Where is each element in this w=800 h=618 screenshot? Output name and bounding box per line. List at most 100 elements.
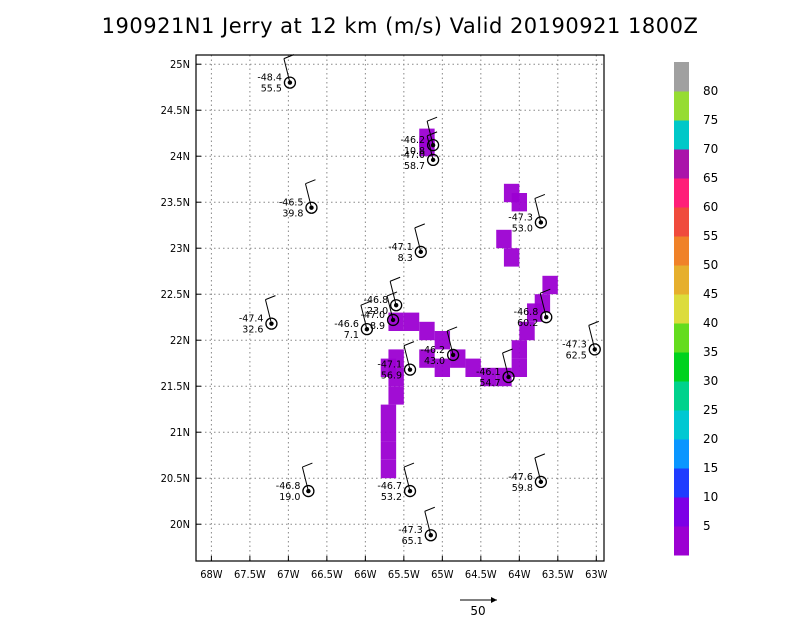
- colorbar-label: 10: [703, 490, 718, 504]
- wind-barb-flag: [588, 320, 599, 326]
- station-marker: [390, 299, 403, 312]
- station-temperature: -46.1: [476, 367, 501, 378]
- wind-swath-cell: [388, 349, 404, 368]
- x-tick-label: 66W: [354, 568, 377, 581]
- station-marker: [403, 363, 417, 376]
- y-tick-label: 21.5N: [161, 380, 190, 393]
- colorbar-segment: [674, 149, 689, 179]
- colorbar-label: 5: [703, 519, 711, 533]
- y-tick-label: 23N: [170, 242, 190, 255]
- wind-barb-flag: [403, 341, 415, 347]
- dropsonde-station: -48.455.5: [257, 54, 297, 95]
- wind-swath-cell: [388, 386, 404, 405]
- colorbar-segment: [674, 323, 689, 353]
- station-wind-speed: 54.7: [479, 378, 500, 389]
- colorbar-label: 30: [703, 374, 718, 388]
- wind-swath-cell: [496, 229, 512, 249]
- y-tick-label: 25N: [170, 58, 190, 71]
- wind-barb-flag: [426, 131, 438, 137]
- wind-barb-flag: [534, 453, 546, 459]
- wind-swath-cell: [419, 321, 435, 341]
- station-marker: [502, 370, 515, 384]
- station-marker-center: [407, 488, 413, 494]
- dropsonde-station: -47.18.3: [388, 223, 427, 264]
- wind-swath-cell: [380, 441, 397, 460]
- colorbar-label: 80: [703, 84, 718, 98]
- station-marker-center: [592, 347, 597, 352]
- wind-swath-cell: [419, 128, 435, 147]
- station-temperature: -47.1: [377, 360, 402, 371]
- wind-barb-staff: [588, 325, 596, 350]
- dropsonde-station: -47.659.8: [508, 453, 548, 494]
- x-tick-label: 63.5W: [542, 568, 574, 581]
- station-marker-center: [544, 315, 549, 320]
- station-wind-speed: 43.0: [424, 356, 445, 367]
- station-marker-center: [390, 317, 396, 323]
- station-temperature: -46.5: [279, 198, 304, 209]
- colorbar-label: 25: [703, 403, 718, 417]
- station-wind-speed: 62.5: [566, 350, 587, 361]
- y-tick-label: 21N: [170, 426, 190, 439]
- station-marker-center: [309, 205, 314, 210]
- wind-barb-flag: [446, 326, 458, 332]
- station-marker: [534, 475, 548, 489]
- station-wind-speed: 7.1: [344, 330, 359, 341]
- x-tick-label: 67.5W: [234, 568, 266, 581]
- station-wind-speed: 23.0: [367, 306, 388, 317]
- station-temperature: -47.6: [508, 472, 533, 483]
- station-temperature: -47.1: [388, 242, 413, 253]
- wind-barb-flag: [389, 276, 401, 282]
- dropsonde-station: -46.210.8: [401, 116, 440, 157]
- wind-swath-cell: [511, 340, 528, 359]
- wind-barb-flag: [302, 462, 313, 468]
- wind-barb-staff: [403, 345, 411, 370]
- wind-barb-staff: [534, 198, 542, 223]
- wind-barb-staff: [426, 135, 434, 161]
- colorbar-label: 70: [703, 142, 718, 156]
- wind-barb-staff: [301, 466, 309, 492]
- colorbar-segment: [674, 91, 689, 121]
- dropsonde-station: -47.156.9: [377, 341, 417, 382]
- colorbar-label: 45: [703, 287, 718, 301]
- station-marker-center: [538, 220, 544, 225]
- dropsonde-station: -47.432.6: [239, 295, 278, 336]
- wind-barb-staff: [360, 305, 368, 330]
- colorbar-segment: [674, 265, 689, 295]
- wind-barb-flag: [540, 288, 551, 294]
- station-marker: [446, 348, 460, 362]
- x-tick-label: 64.5W: [465, 568, 497, 581]
- colorbar-label: 50: [703, 258, 718, 272]
- colorbar-segment: [674, 294, 689, 324]
- station-marker: [265, 317, 278, 330]
- colorbar-segment: [674, 236, 689, 266]
- station-marker-center: [538, 479, 544, 485]
- wind-barb-flag: [403, 462, 415, 468]
- station-temperature: -48.4: [257, 73, 282, 84]
- station-wind-speed: 19.0: [279, 492, 300, 503]
- wind-swath-cell: [542, 275, 558, 295]
- station-marker-center: [450, 352, 456, 358]
- station-wind-speed: 58.7: [404, 161, 425, 172]
- station-temperature: -46.7: [377, 481, 402, 492]
- wind-barb-staff: [386, 295, 394, 321]
- colorbar-segment: [674, 120, 689, 150]
- wind-swath-cell: [434, 358, 451, 377]
- colorbar-segment: [674, 439, 689, 469]
- station-marker: [414, 245, 427, 259]
- station-marker-center: [364, 326, 370, 332]
- station-marker: [588, 343, 601, 356]
- colorbar-label: 75: [703, 113, 718, 127]
- wind-barb-flag: [414, 223, 425, 229]
- station-wind-speed: 32.6: [242, 325, 263, 336]
- plot-frame: [195, 54, 605, 562]
- colorbar-label: 20: [703, 432, 718, 446]
- wind-barb-staff: [446, 330, 454, 356]
- wind-barb-staff: [283, 58, 291, 83]
- colorbar-segment: [674, 497, 689, 527]
- station-wind-speed: 65.1: [402, 536, 423, 547]
- dropsonde-station: -46.860.2: [514, 288, 553, 329]
- colorbar-segment: [674, 526, 689, 556]
- wind-barb-staff: [502, 352, 510, 378]
- colorbar-label: 15: [703, 461, 718, 475]
